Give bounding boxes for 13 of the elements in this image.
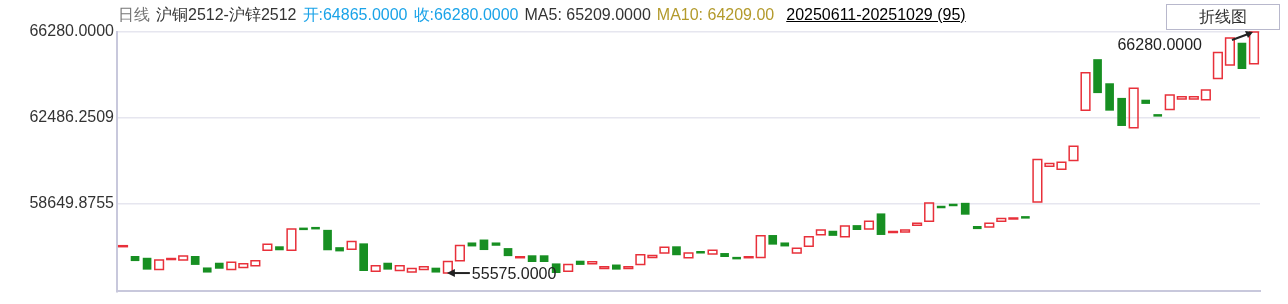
y-tick-label: 62486.2509 bbox=[29, 107, 115, 125]
text: MA5: 65209.0000 bbox=[524, 6, 651, 23]
chart-subtitle: 沪铜2512-沪锌2512 bbox=[156, 6, 297, 23]
chart-title: 日线 bbox=[118, 6, 150, 23]
text: 20250611-20251029 (95) bbox=[786, 6, 966, 23]
y-tick-label: 66280.0000 bbox=[29, 22, 115, 40]
text: MA10: 64209.00 bbox=[656, 6, 775, 23]
text: 折线图 bbox=[1166, 4, 1280, 30]
y-tick-label: 58649.8755 bbox=[29, 194, 115, 212]
annotation: 66280.0000 bbox=[1117, 36, 1203, 54]
text: 开:64865.0000 bbox=[302, 6, 408, 23]
annotation: 55575.0000 bbox=[471, 265, 557, 283]
text: 收:66280.0000 bbox=[413, 6, 519, 23]
